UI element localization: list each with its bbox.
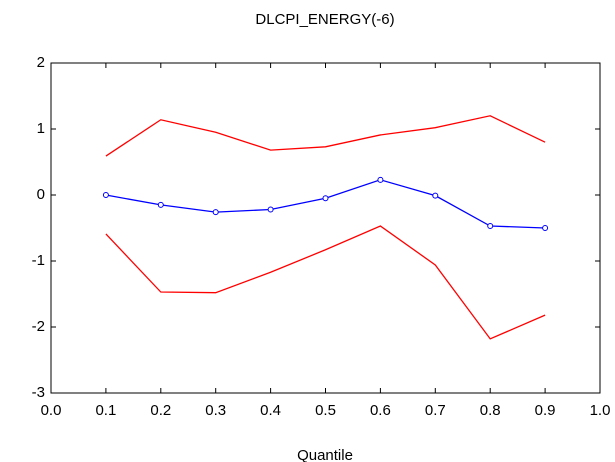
point-marker — [487, 223, 494, 230]
x-tick-label: 0.0 — [41, 402, 62, 419]
x-tick-label: 0.7 — [425, 402, 446, 419]
point-marker — [102, 192, 109, 198]
x-tick-label: 0.2 — [150, 402, 171, 419]
x-axis-label: Quantile — [297, 447, 353, 462]
y-tick-label: -3 — [32, 384, 45, 401]
series-line — [105, 115, 546, 157]
x-tick-label: 1.0 — [590, 402, 611, 419]
y-tick-label: -1 — [32, 252, 45, 269]
x-tick-label: 0.1 — [95, 402, 116, 419]
x-tick-label: 0.4 — [260, 402, 281, 419]
series-line — [105, 225, 546, 340]
point-marker — [212, 209, 219, 216]
x-tick-label: 0.9 — [535, 402, 556, 419]
point-marker — [542, 225, 549, 231]
point-marker — [157, 201, 164, 208]
x-tick-label: 0.5 — [315, 402, 336, 419]
x-tick-label: 0.8 — [480, 402, 501, 419]
x-tick-label: 0.6 — [370, 402, 391, 419]
y-tick-label: -2 — [32, 318, 45, 335]
chart-title: DLCPI_ENERGY(-6) — [255, 11, 394, 28]
point-marker — [432, 192, 439, 199]
y-tick-label: 0 — [37, 186, 45, 203]
point-marker — [267, 206, 274, 213]
y-tick-label: 2 — [37, 54, 45, 71]
point-marker — [322, 195, 329, 202]
point-marker — [377, 176, 384, 183]
x-tick-label: 0.3 — [205, 402, 226, 419]
y-tick-label: 1 — [37, 120, 45, 137]
